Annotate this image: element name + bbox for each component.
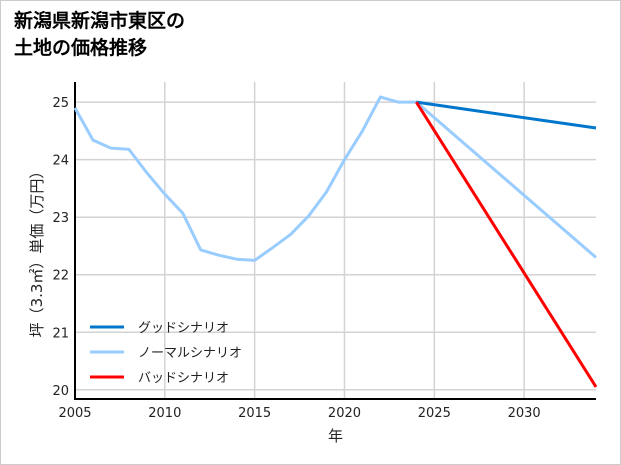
y-tick-label: 21 xyxy=(52,326,69,341)
x-tick-label: 2015 xyxy=(238,406,271,421)
legend-label: バッドシナリオ xyxy=(138,371,229,386)
x-axis-label: 年 xyxy=(328,427,343,445)
y-tick-label: 23 xyxy=(52,211,69,226)
chart-title-line-1: 新潟県新潟市東区の xyxy=(14,10,186,32)
chart-title: 新潟県新潟市東区の 土地の価格推移 xyxy=(14,8,185,62)
x-tick-label: 2005 xyxy=(58,406,91,421)
y-tick-label: 24 xyxy=(52,154,69,169)
series-line-0 xyxy=(416,100,597,130)
x-tick-label: 2020 xyxy=(328,406,361,421)
x-tick-label: 2025 xyxy=(418,406,451,421)
x-tick-label: 2010 xyxy=(148,406,181,421)
y-tick-label: 25 xyxy=(52,96,69,111)
y-tick-label: 20 xyxy=(52,384,69,399)
legend-label: ノーマルシナリオ xyxy=(138,346,242,361)
x-tick-label: 2030 xyxy=(508,406,541,421)
legend-label: グッドシナリオ xyxy=(138,321,229,336)
series-line-2 xyxy=(415,101,598,388)
series-line-1 xyxy=(73,95,597,262)
y-tick-label: 22 xyxy=(52,269,69,284)
chart-title-line-2: 土地の価格推移 xyxy=(14,37,148,59)
y-axis-label: 坪（3.3㎡）単価（万円） xyxy=(28,164,46,338)
